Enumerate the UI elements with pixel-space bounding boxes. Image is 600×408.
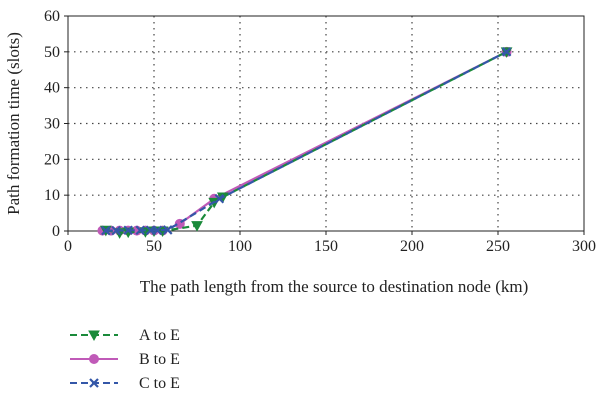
legend-marker	[89, 354, 99, 364]
x-tick-label: 100	[228, 238, 252, 255]
tick-labels: 0 50 100 150 200 250 300 0 10 20 30 40 50 60	[44, 8, 596, 255]
x-tick-label: 250	[486, 238, 510, 255]
data-point	[101, 225, 111, 236]
y-tick-label: 20	[44, 151, 60, 168]
x-tick-label: 200	[400, 238, 424, 255]
marker-stroke	[101, 225, 111, 236]
y-tick-label: 0	[52, 223, 60, 240]
series-layer	[97, 46, 513, 239]
series-line-0	[105, 50, 508, 234]
marker-stroke	[135, 225, 146, 236]
y-axis-label: Path formation time (slots)	[4, 32, 23, 215]
marker-stroke	[152, 225, 163, 236]
grid	[68, 16, 584, 231]
y-tick-label: 50	[44, 44, 60, 61]
data-point	[123, 225, 133, 236]
marker-stroke	[501, 47, 512, 57]
data-point	[135, 225, 146, 236]
marker-stroke	[123, 225, 133, 236]
x-tick-label: 0	[64, 238, 72, 255]
x-tick-label: 50	[146, 238, 162, 255]
data-point	[152, 225, 163, 236]
x-tick-label: 300	[572, 238, 596, 255]
marker-stroke	[89, 378, 99, 388]
legend-marker	[88, 330, 100, 342]
data-point	[162, 225, 173, 235]
y-tick-label: 30	[44, 116, 60, 133]
axes	[64, 15, 585, 235]
series-line-2	[105, 50, 508, 232]
marker-stroke	[111, 225, 121, 236]
data-point	[214, 193, 225, 204]
y-tick-label: 40	[44, 80, 60, 97]
marker-stroke	[162, 225, 173, 235]
data-point	[191, 221, 203, 232]
legend: A to E B to E C to E	[70, 327, 180, 392]
series-line-1	[102, 50, 508, 232]
legend-marker	[89, 378, 99, 388]
legend-label: A to E	[139, 327, 180, 344]
legend-label: C to E	[139, 375, 180, 392]
marker-stroke	[214, 193, 225, 204]
x-tick-label: 150	[314, 238, 338, 255]
data-point	[111, 225, 121, 236]
legend-label: B to E	[139, 351, 180, 368]
data-point	[501, 47, 512, 57]
x-axis-label: The path length from the source to desti…	[140, 277, 529, 296]
y-tick-label: 10	[44, 187, 60, 204]
y-tick-label: 60	[44, 8, 60, 25]
